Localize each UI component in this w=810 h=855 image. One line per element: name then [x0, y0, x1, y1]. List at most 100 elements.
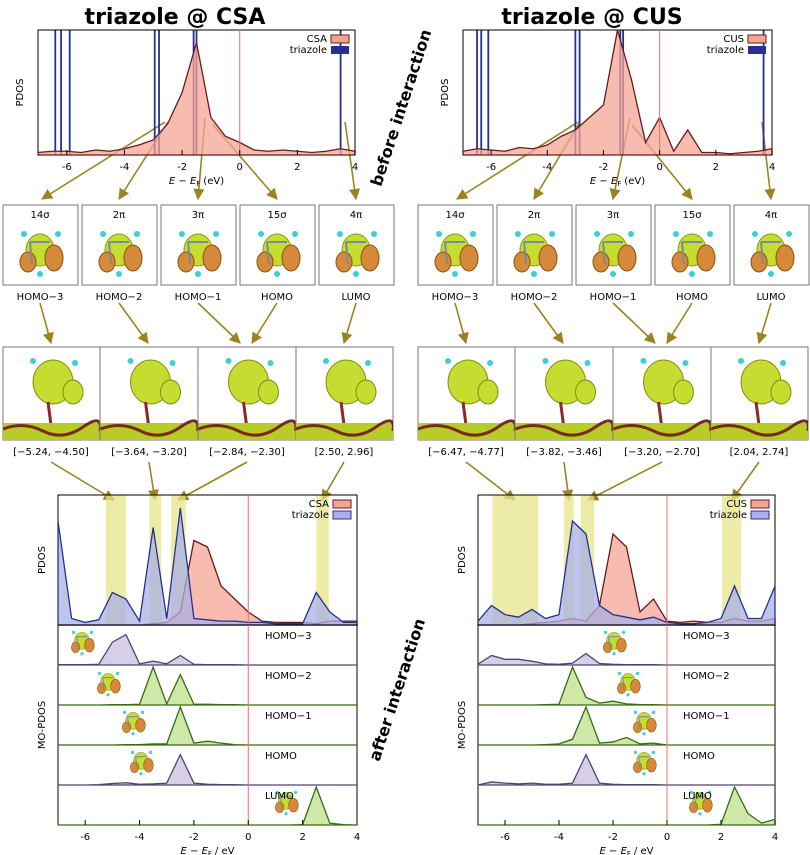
x-tick-label: 4 [772, 832, 778, 843]
legend-label: triazole [290, 45, 327, 56]
panel-label: HOMO−2 [265, 671, 312, 682]
orbital-name: 3π [192, 210, 204, 221]
panel-label: LUMO [265, 791, 294, 802]
orbital-label: HOMO−3 [17, 292, 64, 303]
energy-window: [−3.64, −3.20] [111, 447, 187, 458]
x-tick-label: 4 [352, 162, 358, 173]
energy-window: [−2.84, −2.30] [209, 447, 285, 458]
x-label-sub: F [627, 850, 631, 855]
legend-label: CUS [723, 34, 744, 45]
x-tick-label: 2 [299, 832, 305, 843]
x-tick-label: 0 [237, 162, 243, 173]
area [58, 753, 357, 786]
x-tick-label: -4 [135, 832, 145, 843]
area [58, 665, 357, 706]
y-axis-label: MO-PDOS [37, 701, 48, 749]
x-tick-label: 0 [245, 832, 251, 843]
adsorbed-boxes: [−5.24, −4.50] [−3.64, −3.20] [−2.84, −2… [2, 346, 809, 458]
panel-label: HOMO−1 [683, 711, 730, 722]
energy-window: [2.50, 2.96] [315, 447, 374, 458]
y-axis-label: MO-PDOS [457, 701, 468, 749]
energy-band [492, 495, 539, 625]
orbital-label: HOMO−1 [175, 292, 222, 303]
x-tick-label: 2 [713, 162, 719, 173]
x-tick-label: -6 [62, 162, 72, 173]
orbital-name: 14σ [445, 210, 465, 221]
area [477, 519, 776, 626]
x-axis-label: E − EF / eV [600, 846, 654, 855]
area [462, 29, 773, 156]
x-label-unit: / eV [215, 846, 235, 855]
x-tick-label: -4 [542, 162, 552, 173]
area [58, 785, 358, 826]
orbital-label: HOMO−2 [511, 292, 558, 303]
orbital-label: HOMO [676, 292, 708, 303]
x-axis-label: E − EF (eV) [590, 176, 645, 188]
y-axis-label: PDOS [440, 79, 451, 107]
x-tick-label: 0 [656, 162, 662, 173]
energy-window: [−5.24, −4.50] [13, 447, 89, 458]
orbital-label: HOMO [261, 292, 293, 303]
x-label-unit: / eV [634, 846, 654, 855]
x-label-main: E − E [181, 846, 209, 855]
panel-label: LUMO [683, 791, 712, 802]
energy-window: [−6.47, −4.77] [428, 447, 504, 458]
x-label-main: E − E [600, 846, 628, 855]
x-label-unit: (eV) [624, 176, 645, 187]
panel-label: HOMO−2 [683, 671, 730, 682]
orbital-name: 14σ [30, 210, 50, 221]
plot [477, 624, 776, 826]
x-tick-label: 2 [294, 162, 300, 173]
panel-frame [57, 704, 358, 746]
legend-swatch [332, 499, 352, 509]
panel-frame [477, 744, 776, 786]
orbital-name: 2π [528, 210, 540, 221]
x-tick-label: -2 [598, 162, 608, 173]
x-label-main: E − E [169, 176, 197, 187]
legend-label: CUS [726, 499, 747, 510]
y-axis-label: PDOS [15, 79, 26, 107]
area [37, 42, 356, 156]
legend-swatch [331, 46, 349, 54]
panel-label: HOMO [683, 751, 715, 762]
orbital-name: 2π [113, 210, 125, 221]
orbital-boxes: 14σ HOMO−3 2π HOMO−2 3π HOMO−1 15σ HOMO 4π LU… [417, 204, 810, 303]
orbital-label: LUMO [757, 292, 786, 303]
legend-swatch [330, 34, 350, 44]
panel-frame [57, 744, 358, 786]
orbital-name: 15σ [267, 210, 287, 221]
energy-band [105, 495, 126, 625]
legend-label: triazole [710, 510, 747, 521]
panel-label: HOMO−3 [683, 631, 730, 642]
orbital-name: 4π [350, 210, 362, 221]
x-tick-label: -6 [80, 832, 90, 843]
orbital-label: HOMO−3 [432, 292, 479, 303]
x-tick-label: -2 [177, 162, 187, 173]
area [478, 705, 775, 746]
x-tick-label: -4 [554, 832, 564, 843]
legend-label: triazole [707, 45, 744, 56]
x-axis-label: E − EF (eV) [169, 176, 224, 188]
area [57, 633, 357, 666]
legend-swatch [750, 499, 770, 509]
x-label-unit: (eV) [203, 176, 224, 187]
area [57, 507, 358, 626]
x-label-main: E − E [590, 176, 618, 187]
orbital-label: HOMO−1 [590, 292, 637, 303]
area [477, 753, 775, 786]
area [478, 785, 776, 826]
legend-swatch [332, 510, 352, 520]
orbital-label: LUMO [342, 292, 371, 303]
x-axis-label: E − EF / eV [181, 846, 235, 855]
x-tick-label: 4 [354, 832, 360, 843]
area [478, 665, 775, 706]
legend-label: triazole [292, 510, 329, 521]
orbital-name: 15σ [682, 210, 702, 221]
orbital-label: HOMO−2 [96, 292, 143, 303]
area [58, 705, 357, 746]
x-tick-label: -2 [608, 832, 618, 843]
orbital-name: 4π [765, 210, 777, 221]
x-tick-label: -6 [486, 162, 496, 173]
legend-label: CSA [307, 34, 328, 45]
